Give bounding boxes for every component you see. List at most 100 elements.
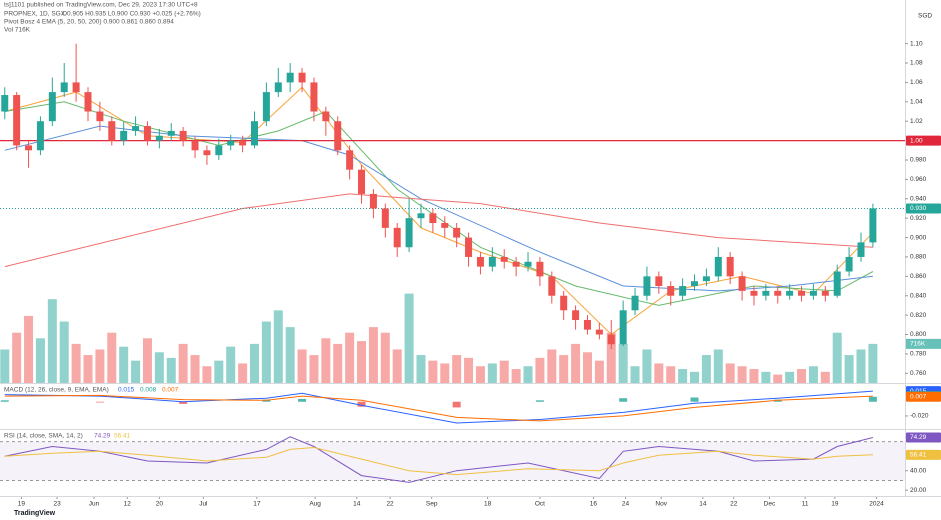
y-tick-label: 0.960 <box>910 176 927 183</box>
volume-bar <box>737 366 747 383</box>
y-tick-label: 0.980 <box>910 157 927 164</box>
candle-body <box>798 290 806 296</box>
candle-body <box>405 218 413 248</box>
candle-body <box>179 130 187 141</box>
volume-bar <box>285 327 295 383</box>
macd-legend-value: 0.008 <box>140 387 157 394</box>
candle-body <box>821 290 829 296</box>
x-tick-label: 11 <box>802 501 809 508</box>
candle-body <box>738 276 746 291</box>
macd-histogram-bar <box>298 398 307 402</box>
price-line-box <box>906 135 941 146</box>
candle-body <box>691 281 699 287</box>
candle-body <box>560 295 568 311</box>
y-tick-label: 0.940 <box>910 195 927 202</box>
volume-bar <box>487 363 497 383</box>
macd-legend-value: 0.015 <box>118 387 135 394</box>
volume-bar <box>856 349 866 383</box>
volume-bar <box>309 355 319 383</box>
macd-histogram-bar <box>95 401 104 403</box>
volume-bar <box>345 332 355 383</box>
x-tick-label: Jun <box>89 501 100 508</box>
x-tick-label: 12 <box>124 501 132 508</box>
x-tick-label: 2024 <box>869 501 884 508</box>
volume-bar <box>119 346 129 383</box>
candle-body <box>643 276 651 296</box>
volume-bar <box>464 357 474 383</box>
volume-bar <box>35 338 45 383</box>
volume-bar <box>273 310 283 383</box>
header: ts]1101 published on TradingView.com, De… <box>4 2 198 9</box>
candle-body <box>679 286 687 296</box>
ohlc-text: O0.905 H0.935 L0.900 C0.930 +0.025 (+2.7… <box>62 11 201 18</box>
candle-body <box>60 82 68 93</box>
candle-body <box>155 135 163 141</box>
volume-bar <box>238 363 248 383</box>
volume-bar <box>773 374 783 383</box>
volume-bar <box>749 369 759 383</box>
candle-body <box>726 256 734 277</box>
rsi-value-label: 56.41 <box>910 452 927 459</box>
volume-bar <box>642 349 652 383</box>
x-tick-label: 19 <box>18 501 26 508</box>
volume-bar <box>761 371 771 383</box>
candle-body <box>631 295 639 311</box>
candle-body <box>774 290 782 296</box>
candle-body <box>476 256 484 267</box>
volume-bar <box>582 352 592 383</box>
candle-body <box>250 121 258 146</box>
candle-body <box>48 92 56 122</box>
candle-body <box>750 290 758 296</box>
candle-body <box>393 227 401 248</box>
volume-bar <box>261 321 271 383</box>
y-tick-label: 0.880 <box>910 254 927 261</box>
volume-bar <box>404 293 414 383</box>
x-tick-label: 17 <box>253 501 261 508</box>
x-tick-label: 24 <box>622 501 630 508</box>
candle-body <box>607 334 615 345</box>
candle-body <box>334 121 342 151</box>
candle-body <box>227 140 235 146</box>
volume-bar <box>547 349 557 383</box>
candle-body <box>84 92 92 112</box>
candle-body <box>108 121 116 141</box>
candle-body <box>191 140 199 151</box>
volume-label: 716K <box>910 341 926 348</box>
x-tick-label: 22 <box>386 501 394 508</box>
candle-body <box>595 329 603 335</box>
candle-body <box>310 82 318 112</box>
x-tick-label: Dec <box>764 501 776 508</box>
y-tick-label: 1.04 <box>910 99 923 106</box>
y-tick-label: 1.06 <box>910 79 923 86</box>
x-tick-label: 18 <box>484 501 492 508</box>
volume-bar <box>24 315 34 383</box>
volume-bar <box>368 327 378 383</box>
candle-body <box>262 92 270 122</box>
candle-body <box>441 223 449 228</box>
candle-body <box>869 208 877 243</box>
volume-bar <box>380 332 390 383</box>
candle-body <box>239 140 247 146</box>
volume-bar <box>178 343 188 383</box>
volume-bar <box>820 371 830 383</box>
volume-bar <box>844 355 854 383</box>
macd-histogram-bar <box>179 401 188 404</box>
volume-bar <box>452 355 462 383</box>
candle-body <box>167 130 175 136</box>
volume-bar <box>678 369 688 383</box>
y-tick-label: 0.820 <box>910 312 927 319</box>
volume-bar <box>154 352 164 383</box>
volume-bar <box>142 338 152 383</box>
x-tick-label: 20 <box>156 501 164 508</box>
candle-body <box>857 242 865 257</box>
candle-body <box>465 237 473 257</box>
candle-body <box>369 193 377 209</box>
macd-value-label: 0.007 <box>910 393 927 400</box>
y-tick-label: 20.00 <box>910 487 927 494</box>
candle-body <box>583 319 591 330</box>
volume-bar <box>690 371 700 383</box>
candle-body <box>132 126 140 131</box>
x-tick-label: 14 <box>353 501 361 508</box>
volume-bar <box>440 363 450 383</box>
